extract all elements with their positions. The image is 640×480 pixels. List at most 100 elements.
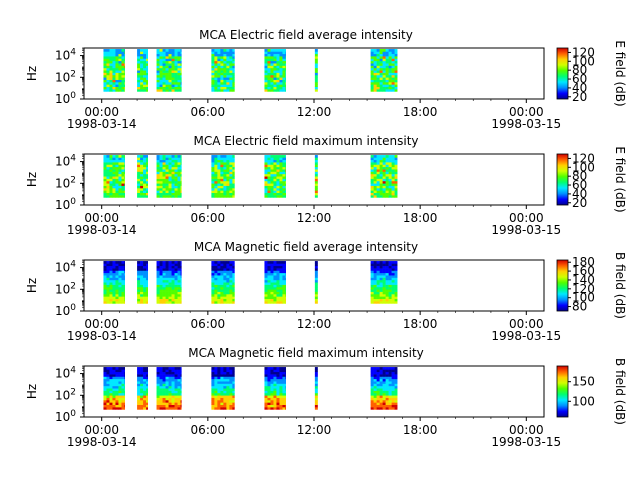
spectrogram-cell bbox=[217, 367, 221, 370]
spectrogram-cell bbox=[229, 173, 233, 177]
spectrogram-cell bbox=[106, 383, 110, 387]
spectrogram-cell bbox=[174, 84, 178, 87]
spectrogram-cell bbox=[226, 159, 230, 163]
spectrogram-cell bbox=[112, 371, 116, 375]
spectrogram-cell bbox=[112, 268, 116, 271]
colorbar-tick-label: 160 bbox=[572, 264, 595, 278]
spectrogram-cell bbox=[168, 284, 172, 288]
spectrogram-cell bbox=[382, 192, 386, 196]
spectrogram-cell bbox=[211, 291, 215, 295]
spectrogram-cell bbox=[223, 190, 227, 193]
spectrogram-cell bbox=[109, 270, 113, 274]
spectrogram-cell bbox=[264, 392, 268, 396]
spectrogram-cell bbox=[226, 301, 230, 304]
spectrogram-cell bbox=[121, 180, 125, 184]
spectrogram-cell bbox=[394, 56, 398, 59]
spectrogram-cell bbox=[226, 277, 230, 281]
spectrogram-cell bbox=[370, 272, 374, 276]
spectrogram-cell bbox=[376, 270, 380, 274]
spectrogram-cell bbox=[314, 89, 318, 92]
spectrogram-cell bbox=[165, 86, 169, 90]
spectrogram-cell bbox=[276, 404, 280, 408]
spectrogram-cell bbox=[282, 183, 286, 186]
spectrogram-cell bbox=[137, 296, 141, 299]
spectrogram-cell bbox=[168, 63, 172, 66]
spectrogram-cell bbox=[226, 374, 230, 377]
spectrogram-cell bbox=[226, 385, 230, 389]
spectrogram-cell bbox=[394, 286, 398, 290]
spectrogram-cell bbox=[165, 178, 169, 182]
spectrogram-cell bbox=[391, 388, 395, 391]
spectrogram-cell bbox=[223, 284, 227, 288]
spectrogram-cell bbox=[156, 72, 160, 76]
spectrogram-cell bbox=[109, 397, 113, 401]
spectrogram-cell bbox=[379, 195, 383, 198]
spectrogram-cell bbox=[388, 392, 392, 396]
spectrogram-cell bbox=[391, 79, 395, 83]
spectrogram-cell bbox=[115, 261, 119, 264]
spectrogram-cell bbox=[159, 404, 163, 408]
spectrogram-cell bbox=[103, 173, 107, 177]
spectrogram-cell bbox=[214, 286, 218, 290]
spectrogram-cell bbox=[115, 86, 119, 90]
spectrogram-cell bbox=[373, 282, 377, 285]
spectrogram-cell bbox=[276, 53, 280, 57]
spectrogram-cell bbox=[220, 84, 224, 87]
spectrogram-cell bbox=[373, 164, 377, 168]
spectrogram-cell bbox=[121, 397, 125, 401]
spectrogram-cell bbox=[115, 159, 119, 163]
spectrogram-cell bbox=[124, 173, 125, 177]
spectrogram-cell bbox=[388, 301, 392, 304]
spectrogram-cell bbox=[162, 270, 166, 274]
spectrogram-cell bbox=[229, 155, 233, 158]
spectrogram-cell bbox=[232, 407, 235, 410]
spectrogram-cell bbox=[140, 188, 144, 191]
spectrogram-cell bbox=[282, 176, 286, 179]
spectrogram-cell bbox=[124, 289, 125, 292]
spectrogram-cell bbox=[223, 74, 227, 78]
spectrogram-cell bbox=[143, 272, 147, 276]
spectrogram-cell bbox=[226, 284, 230, 288]
spectrogram-cell bbox=[370, 371, 374, 375]
spectrogram-cell bbox=[223, 155, 227, 158]
spectrogram-cell bbox=[285, 77, 286, 80]
spectrogram-cell bbox=[115, 82, 119, 85]
spectrogram-cell bbox=[394, 178, 398, 182]
spectrogram-cell bbox=[137, 402, 141, 405]
spectrogram-cell bbox=[388, 49, 392, 52]
spectrogram-cell bbox=[270, 164, 274, 168]
spectrogram-cell bbox=[382, 53, 386, 57]
spectrogram-cell bbox=[168, 402, 172, 405]
spectrogram-cell bbox=[264, 190, 268, 193]
spectrogram-cell bbox=[394, 282, 398, 285]
spectrogram-cell bbox=[143, 169, 147, 172]
spectrogram-cell bbox=[226, 49, 230, 52]
spectrogram-cell bbox=[273, 378, 277, 382]
spectrogram-cell bbox=[106, 392, 110, 396]
spectrogram-cell bbox=[285, 89, 286, 92]
spectrogram-cell bbox=[229, 74, 233, 78]
spectrogram-cell bbox=[165, 53, 169, 57]
spectrogram-cell bbox=[391, 404, 395, 408]
spectrogram-cell bbox=[137, 180, 141, 184]
spectrogram-cell bbox=[382, 381, 386, 384]
spectrogram-cell bbox=[370, 49, 374, 52]
spectrogram-cell bbox=[267, 157, 271, 161]
spectrogram-cell bbox=[270, 195, 274, 198]
spectrogram-cell bbox=[118, 390, 122, 394]
spectrogram-cell bbox=[264, 265, 268, 269]
spectrogram-cell bbox=[180, 268, 182, 271]
spectrogram-cell bbox=[162, 397, 166, 401]
spectrogram-cell bbox=[232, 277, 235, 281]
spectrogram-cell bbox=[379, 173, 383, 177]
spectrogram-cell bbox=[168, 53, 172, 57]
spectrogram-cell bbox=[214, 381, 218, 384]
spectrogram-cell bbox=[217, 77, 221, 80]
spectrogram-cell bbox=[376, 407, 380, 410]
spectrogram-cell bbox=[276, 268, 280, 271]
colorbar-tick-label: 80 bbox=[572, 63, 587, 77]
spectrogram-cell bbox=[115, 404, 119, 408]
spectrogram-cell bbox=[314, 407, 318, 410]
spectrogram-cell bbox=[146, 279, 148, 283]
